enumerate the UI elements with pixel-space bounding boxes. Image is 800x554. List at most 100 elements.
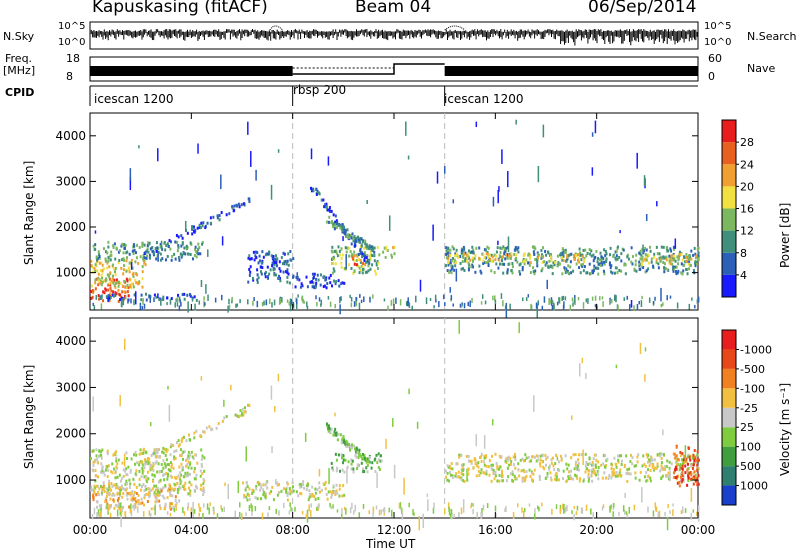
power-echo-cell: [660, 255, 663, 259]
power-echo-cell: [676, 271, 679, 275]
power-ground-scatter: [158, 297, 160, 302]
velocity-echo-cell: [679, 450, 682, 454]
power-streak-cell: [232, 209, 235, 213]
power-echo-cell: [179, 252, 182, 256]
power-echo-cell: [105, 277, 108, 281]
velocity-echo-cell: [92, 449, 95, 453]
power-ground-scatter: [355, 297, 358, 301]
power-streak-cell: [359, 238, 362, 242]
velocity-echo-cell: [152, 461, 155, 465]
power-streak-cell: [365, 246, 368, 250]
power-ground-scatter: [562, 304, 565, 310]
power-echo-cell: [364, 270, 367, 274]
velocity-echo-cell: [126, 473, 129, 477]
velocity-echo-cell: [689, 471, 692, 475]
velocity-echo-cell: [644, 464, 647, 468]
power-echo-cell: [657, 262, 660, 266]
velocity-echo-cell: [478, 473, 481, 477]
power-echo-cell: [149, 295, 152, 299]
power-echo-cell: [510, 252, 513, 256]
velocity-echo-cell: [681, 474, 684, 478]
power-echo-cell: [325, 286, 328, 290]
velocity-echo-cell: [164, 447, 167, 451]
velocity-echo-cell: [363, 454, 366, 458]
velocity-echo-cell: [199, 474, 202, 478]
power-echo-cell: [471, 245, 474, 249]
velocity-echo-cell: [96, 490, 99, 494]
velocity-ground-scatter: [93, 507, 96, 515]
velocity-echo-cell: [169, 492, 172, 496]
power-echo-cell: [672, 258, 675, 262]
power-echo-cell: [112, 244, 115, 248]
velocity-echo-cell: [618, 454, 621, 458]
power-echo-cell: [645, 248, 648, 252]
power-echo-cell: [107, 245, 110, 249]
power-streak-cell: [312, 187, 315, 191]
velocity-echo-cell: [188, 486, 191, 490]
velocity-echo-cell: [98, 504, 101, 508]
power-echo-cell: [117, 250, 120, 254]
power-ground-scatter: [273, 299, 276, 306]
power-sparse-echo: [536, 307, 539, 321]
power-echo-cell: [102, 299, 105, 303]
velocity-sparse-echo: [475, 434, 478, 447]
power-ground-scatter: [429, 297, 432, 302]
power-echo-cell: [495, 254, 498, 258]
power-echo-cell: [506, 270, 509, 274]
velocity-echo-cell: [169, 474, 172, 478]
power-echo-cell: [495, 262, 498, 266]
velocity-echo-cell: [680, 466, 683, 470]
velocity-streak-cell: [334, 427, 337, 431]
velocity-ground-scatter: [505, 506, 507, 513]
velocity-echo-cell: [613, 456, 616, 460]
power-streak-cell: [361, 252, 364, 256]
velocity-echo-cell: [133, 482, 136, 486]
power-echo-cell: [100, 261, 103, 265]
velocity-echo-cell: [450, 462, 453, 466]
velocity-echo-cell: [302, 480, 305, 484]
velocity-echo-cell: [457, 470, 460, 474]
velocity-echo-cell: [202, 482, 205, 486]
power-echo-cell: [544, 249, 547, 253]
velocity-streak-cell: [236, 414, 239, 418]
velocity-ground-scatter: [98, 512, 101, 518]
power-ground-scatter: [444, 302, 446, 306]
velocity-echo-cell: [370, 466, 373, 470]
velocity-ground-scatter: [107, 506, 110, 512]
power-echo-cell: [261, 266, 264, 270]
velocity-echo-cell: [645, 471, 648, 475]
velocity-echo-cell: [276, 493, 279, 497]
power-ground-scatter: [551, 300, 554, 305]
velocity-sparse-echo: [149, 422, 152, 427]
power-streak-cell: [209, 221, 212, 225]
velocity-echo-cell: [546, 474, 549, 478]
velocity-echo-cell: [642, 454, 645, 458]
velocity-echo-cell: [456, 475, 459, 479]
power-echo-cell: [272, 254, 275, 258]
power-echo-cell: [273, 263, 276, 267]
velocity-echo-cell: [200, 483, 203, 487]
power-echo-cell: [602, 269, 605, 273]
velocity-streak-cell: [211, 427, 214, 431]
power-ground-scatter: [340, 296, 342, 301]
power-echo-cell: [331, 271, 334, 275]
power-echo-cell: [469, 258, 472, 262]
velocity-ground-scatter: [251, 508, 253, 516]
velocity-echo-cell: [475, 464, 478, 468]
power-sparse-echo: [642, 244, 644, 253]
velocity-echo-cell: [192, 456, 195, 460]
velocity-ground-scatter: [283, 502, 285, 509]
power-echo-cell: [511, 271, 514, 275]
power-ground-scatter: [329, 301, 332, 308]
velocity-echo-cell: [572, 453, 575, 457]
velocity-echo-cell: [143, 489, 146, 493]
power-echo-cell: [115, 278, 118, 282]
velocity-echo-cell: [164, 504, 167, 508]
power-ground-scatter: [408, 302, 411, 308]
power-echo-cell: [332, 261, 335, 265]
velocity-sparse-echo: [427, 499, 429, 512]
velocity-sparse-echo: [168, 404, 171, 422]
velocity-echo-cell: [116, 498, 119, 502]
power-echo-cell: [286, 275, 289, 279]
velocity-ground-scatter: [472, 503, 475, 507]
